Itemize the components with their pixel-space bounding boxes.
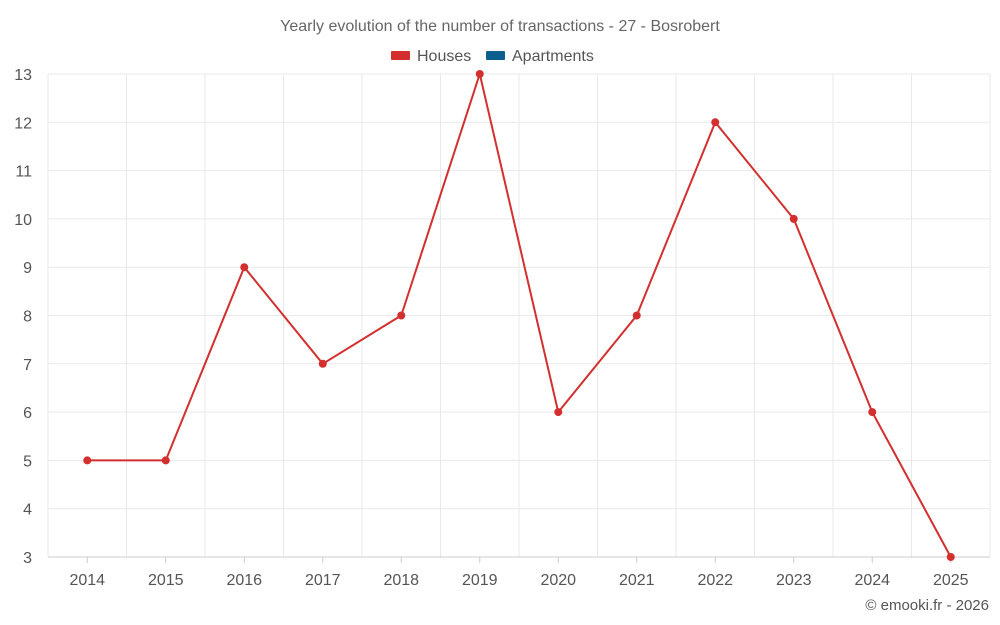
y-tick-label: 12 <box>14 115 32 132</box>
y-tick-label: 13 <box>14 67 32 84</box>
legend: Houses Apartments <box>391 48 594 65</box>
legend-label-houses: Houses <box>417 48 471 65</box>
x-tick-label: 2021 <box>619 572 655 589</box>
y-tick-label: 4 <box>23 502 32 519</box>
data-point[interactable] <box>397 311 406 320</box>
series-houses <box>83 70 955 561</box>
data-point[interactable] <box>318 359 327 368</box>
data-point[interactable] <box>554 408 563 417</box>
y-axis: 3 4 5 6 7 8 9 10 11 12 13 <box>14 67 32 567</box>
x-tick-label: 2014 <box>69 572 105 589</box>
y-tick-label: 3 <box>23 550 32 567</box>
y-tick-label: 7 <box>23 357 32 374</box>
x-tick-label: 2024 <box>854 572 890 589</box>
y-tick-label: 10 <box>14 212 32 229</box>
series-line-houses <box>87 70 952 558</box>
y-tick-label: 9 <box>23 260 32 277</box>
x-tick-label: 2015 <box>148 572 184 589</box>
legend-item-houses[interactable]: Houses <box>391 48 471 65</box>
data-point[interactable] <box>632 311 641 320</box>
legend-swatch-apartments <box>486 51 505 60</box>
y-tick-label: 5 <box>23 453 32 470</box>
legend-item-apartments[interactable]: Apartments <box>486 48 594 65</box>
legend-swatch-houses <box>391 51 410 60</box>
data-point[interactable] <box>711 118 720 127</box>
data-point[interactable] <box>789 214 798 223</box>
x-tick-label: 2017 <box>305 572 341 589</box>
chart-title: Yearly evolution of the number of transa… <box>280 18 720 35</box>
data-point[interactable] <box>161 456 170 465</box>
x-tick-label: 2020 <box>540 572 576 589</box>
grid <box>47 73 991 557</box>
data-point[interactable] <box>868 408 877 417</box>
credit-text: © emooki.fr - 2026 <box>865 597 989 614</box>
data-point[interactable] <box>946 553 955 561</box>
y-tick-label: 6 <box>23 405 32 422</box>
x-tick-label: 2023 <box>776 572 812 589</box>
data-point[interactable] <box>240 263 249 272</box>
y-tick-label: 8 <box>23 309 32 326</box>
y-tick-label: 11 <box>15 164 32 181</box>
x-tick-label: 2016 <box>226 572 262 589</box>
x-tick-label: 2019 <box>462 572 498 589</box>
legend-label-apartments: Apartments <box>512 48 594 65</box>
x-axis: 2014 2015 2016 2017 2018 2019 2020 2021 2022 2023… <box>48 556 990 589</box>
x-tick-label: 2025 <box>933 572 969 589</box>
data-point[interactable] <box>475 70 484 78</box>
x-tick-label: 2018 <box>383 572 419 589</box>
x-tick-label: 2022 <box>697 572 733 589</box>
data-point[interactable] <box>83 456 92 465</box>
